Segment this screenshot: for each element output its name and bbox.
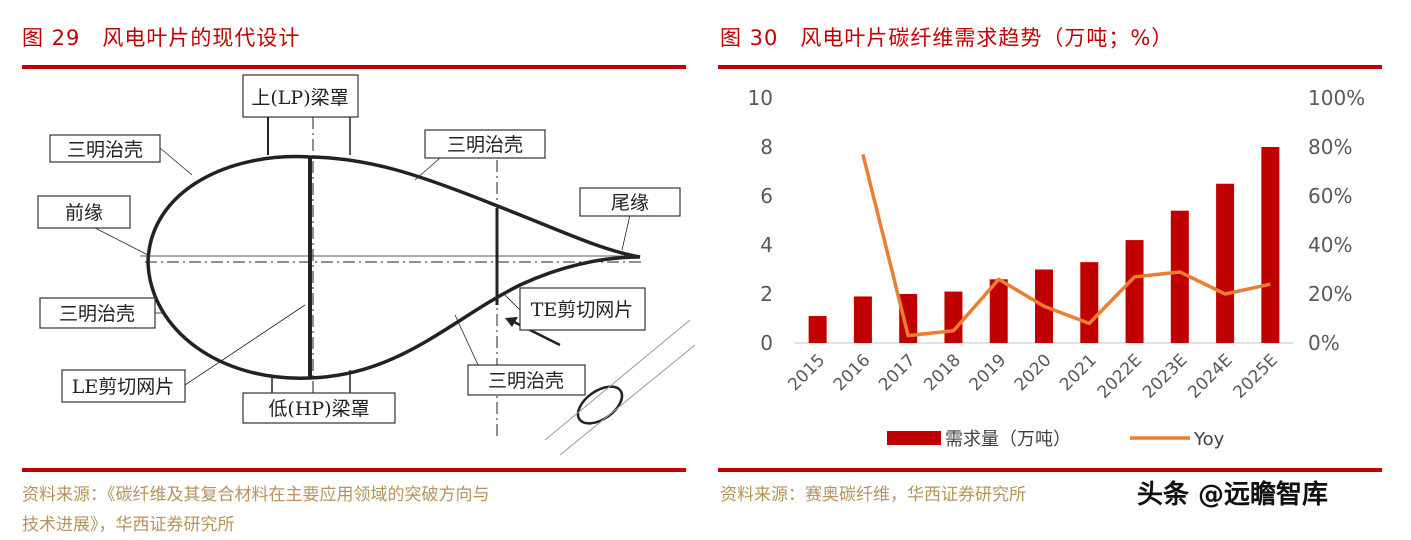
watermark: 头条 @远瞻智库 [1133, 474, 1332, 511]
left-axis-tick: 0 [760, 331, 773, 355]
legend-bar-label: 需求量（万吨） [945, 429, 1071, 450]
left-axis-tick: 4 [760, 233, 773, 257]
left-axis-tick: 6 [760, 184, 773, 208]
bar-2016 [854, 296, 872, 343]
divider [22, 65, 686, 69]
figure-30-title: 图 30 风电叶片碳纤维需求趋势（万吨；%） [720, 22, 1173, 52]
label-te-shear-web: TE剪切网片 [531, 299, 634, 321]
x-axis-tick: 2015 [784, 350, 829, 395]
label-lp-spar-cap: 上(LP)梁罩 [251, 87, 348, 109]
label-sandwich-shell: 三明治壳 [67, 139, 143, 161]
label-trailing-edge: 尾缘 [611, 192, 649, 214]
x-axis-tick: 2018 [920, 350, 965, 395]
x-axis-tick: 2023E [1139, 350, 1191, 402]
divider [22, 468, 686, 472]
x-axis-tick: 2017 [875, 350, 920, 395]
label-leading-edge: 前缘 [65, 202, 103, 224]
yoy-line [863, 154, 1270, 335]
label-le-shear-web: LE剪切网片 [72, 376, 175, 398]
blade-diagram: 上(LP)梁罩 三明治壳 前缘 三明治壳 LE剪切网片 低(HP)梁罩 三明治壳… [0, 70, 700, 465]
left-axis-tick: 8 [760, 135, 773, 159]
right-axis-tick: 80% [1308, 135, 1352, 159]
divider [718, 65, 1382, 69]
x-axis-tick: 2024E [1184, 350, 1236, 402]
label-sandwich-shell: 三明治壳 [59, 303, 135, 325]
legend-line-label: Yoy [1193, 429, 1225, 450]
x-axis-tick: 2016 [830, 350, 875, 395]
legend-bar-swatch [887, 431, 941, 445]
right-axis-tick: 20% [1308, 282, 1352, 306]
right-axis-tick: 60% [1308, 184, 1352, 208]
source-note: 资料来源：《碳纤维及其复合材料在主要应用领域的突破方向与技术进展》，华西证券研究… [22, 480, 490, 540]
figure-29-title: 图 29 风电叶片的现代设计 [22, 22, 300, 52]
right-axis-tick: 0% [1308, 331, 1340, 355]
label-sandwich-shell: 三明治壳 [488, 370, 564, 392]
bar-2022E [1126, 240, 1144, 343]
divider [718, 468, 1382, 472]
label-sandwich-shell: 三明治壳 [447, 134, 523, 156]
x-axis-tick: 2022E [1094, 350, 1146, 402]
bar-2015 [809, 316, 827, 343]
source-note: 资料来源：赛奥碳纤维，华西证券研究所 [720, 480, 1026, 510]
x-axis-tick: 2025E [1230, 350, 1282, 402]
x-axis-tick: 2019 [966, 350, 1011, 395]
right-axis-tick: 100% [1308, 86, 1365, 110]
bar-2021 [1080, 262, 1098, 343]
bar-2025E [1261, 147, 1279, 343]
bar-2024E [1216, 184, 1234, 343]
x-axis-tick: 2020 [1011, 350, 1056, 395]
left-axis-tick: 10 [748, 86, 773, 110]
right-axis-tick: 40% [1308, 233, 1352, 257]
left-axis-tick: 2 [760, 282, 773, 306]
label-hp-spar-cap: 低(HP)梁罩 [268, 398, 369, 420]
bar-2018 [944, 292, 962, 343]
